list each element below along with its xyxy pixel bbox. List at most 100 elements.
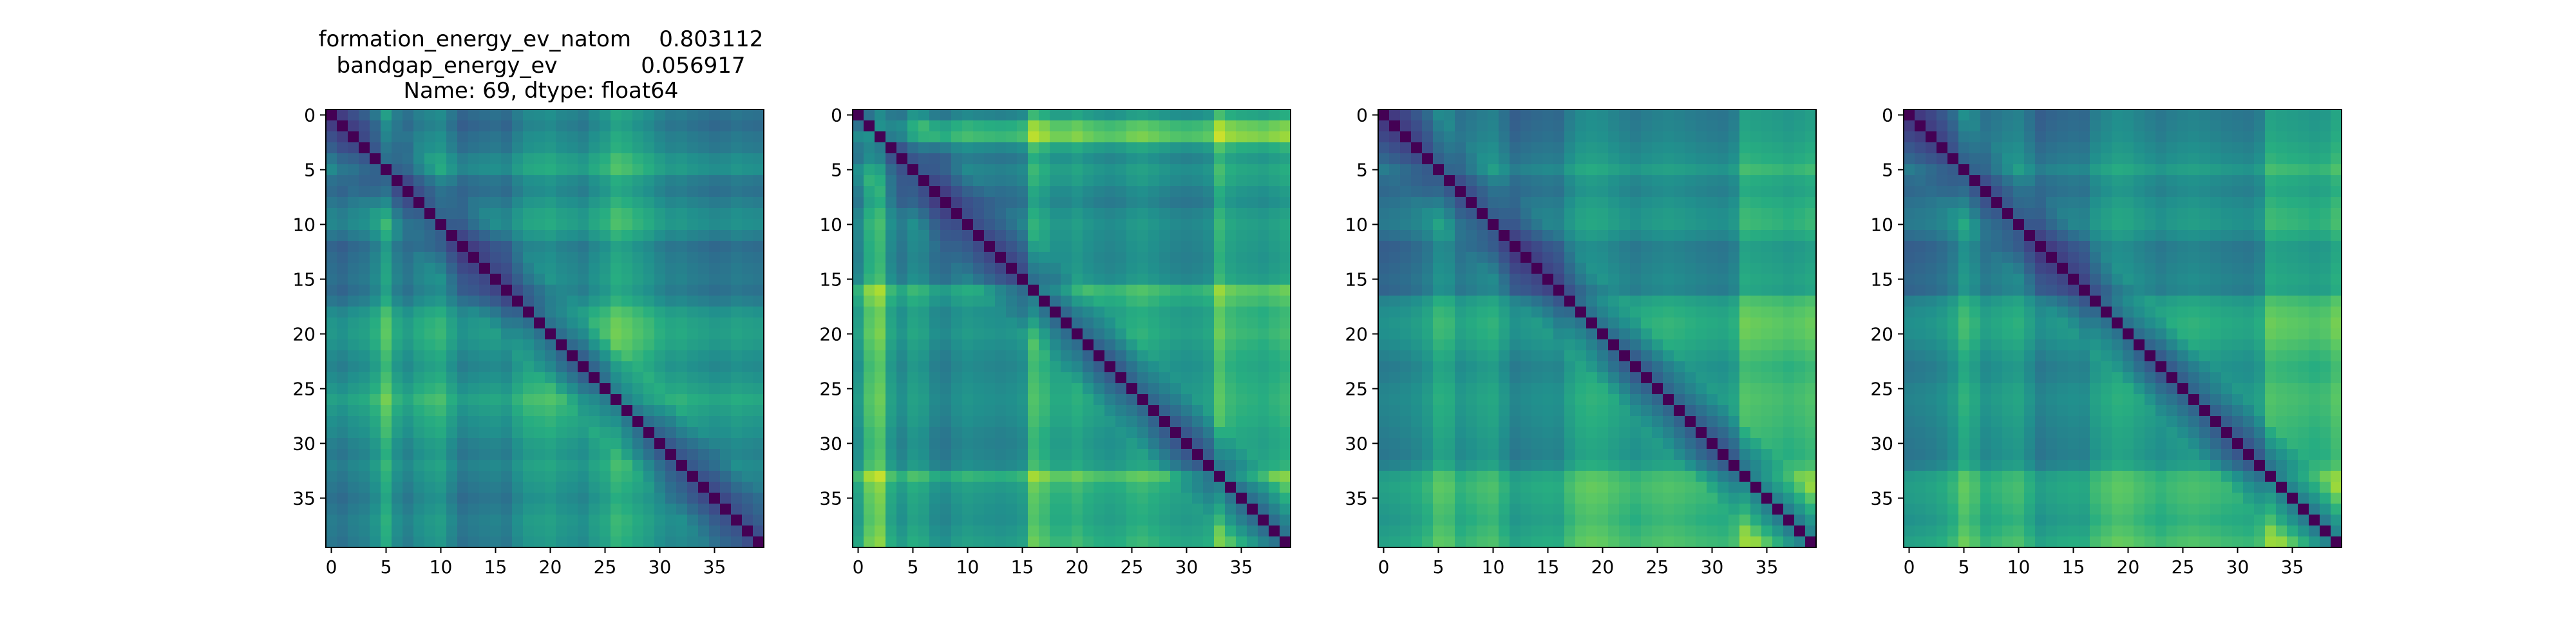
heatmap-cell (1477, 131, 1488, 143)
heatmap-cell (907, 504, 919, 515)
heatmap-cell (1258, 175, 1269, 187)
heatmap-cell (501, 175, 513, 187)
heatmap-cell (512, 175, 524, 187)
heatmap-cell (1586, 416, 1598, 428)
heatmap-cell (1389, 230, 1401, 242)
heatmap-cell (1586, 197, 1598, 209)
heatmap-cell (1805, 109, 1817, 121)
heatmap-cell (1728, 427, 1740, 439)
heatmap-cell (1674, 515, 1685, 526)
heatmap-cell (611, 142, 622, 154)
heatmap-cell (424, 164, 436, 176)
heatmap-cell (457, 449, 469, 460)
heatmap-cell (1433, 230, 1444, 242)
heatmap-cell (512, 131, 524, 143)
heatmap-cell (1400, 493, 1412, 504)
heatmap-cell (1225, 241, 1236, 252)
heatmap-cell (578, 285, 589, 296)
heatmap-cell (1269, 339, 1280, 351)
heatmap-cell (886, 142, 897, 154)
heatmap-cell (490, 482, 502, 493)
heatmap-cell (512, 197, 524, 209)
heatmap-cell (1411, 230, 1423, 242)
heatmap-cell (1094, 208, 1105, 220)
heatmap-cell (1225, 186, 1236, 198)
heatmap-cell (1663, 274, 1674, 285)
heatmap-cell (1718, 263, 1729, 274)
heatmap-cell (1017, 131, 1028, 143)
heatmap-cell (886, 504, 897, 515)
heatmap-cell (1455, 504, 1466, 515)
heatmap-cell (1159, 383, 1171, 395)
heatmap-cell (720, 526, 732, 537)
heatmap-cell (951, 131, 963, 143)
heatmap-cell (413, 427, 425, 439)
heatmap-cell (1630, 285, 1642, 296)
heatmap-cell (1247, 427, 1258, 439)
heatmap-cell (864, 230, 875, 242)
heatmap-cell (742, 536, 753, 548)
heatmap-cell (1685, 339, 1696, 351)
heatmap-cell (1707, 241, 1718, 252)
heatmap-cell (1575, 317, 1587, 329)
y-tick-label: 35 (819, 488, 842, 509)
heatmap-cell (995, 263, 1007, 274)
heatmap-cell (1510, 350, 1521, 362)
heatmap-cell (654, 416, 666, 428)
heatmap-cell (1477, 175, 1488, 187)
heatmap-cell (1597, 350, 1609, 362)
heatmap-cell (1663, 361, 1674, 373)
heatmap-cell (1006, 131, 1018, 143)
heatmap-cell (1094, 493, 1105, 504)
heatmap-cell (665, 372, 677, 384)
heatmap-cell (337, 296, 348, 307)
y-tick-label: 15 (292, 269, 316, 290)
heatmap-cell (1115, 383, 1127, 395)
heatmap-cell (875, 504, 886, 515)
heatmap-cell (1674, 263, 1685, 274)
heatmap-cell (490, 504, 502, 515)
heatmap-cell (742, 328, 753, 340)
heatmap-cell (698, 120, 710, 132)
heatmap-cell (1444, 493, 1455, 504)
heatmap-cell (1674, 350, 1685, 362)
heatmap-cell (468, 383, 480, 395)
heatmap-cell (567, 142, 578, 154)
heatmap-cell (446, 230, 458, 242)
heatmap-cell (567, 296, 578, 307)
heatmap-cell (918, 241, 930, 252)
heatmap-cell (731, 526, 743, 537)
heatmap-cell (1433, 186, 1444, 198)
heatmap-cell (907, 317, 919, 329)
heatmap-cell (1542, 482, 1554, 493)
heatmap-cell (1488, 350, 1499, 362)
heatmap-cell (1170, 405, 1182, 417)
heatmap-cell (742, 164, 753, 176)
heatmap-cell (951, 328, 963, 340)
heatmap-cell (1488, 536, 1499, 548)
heatmap-cell (1652, 263, 1663, 274)
heatmap-cell (1510, 230, 1521, 242)
heatmap-cell (1028, 285, 1039, 296)
heatmap-cell (742, 416, 753, 428)
heatmap-cell (457, 482, 469, 493)
heatmap-cell (1608, 394, 1620, 406)
heatmap-cell (1739, 241, 1751, 252)
heatmap-cell (600, 526, 611, 537)
heatmap-cell (611, 109, 622, 121)
heatmap-cell (621, 493, 633, 504)
heatmap-cell (1783, 471, 1795, 482)
heatmap-cell (1433, 328, 1444, 340)
heatmap-cell (1225, 131, 1236, 143)
heatmap-cell (1159, 449, 1171, 460)
heatmap-cell (1728, 230, 1740, 242)
heatmap-cell (1477, 372, 1488, 384)
heatmap-cell (984, 394, 996, 406)
heatmap-cell (1236, 164, 1247, 176)
heatmap-cell (907, 153, 919, 165)
heatmap-cell (886, 427, 897, 439)
heatmap-cell (654, 142, 666, 154)
heatmap-cell (1794, 493, 1806, 504)
heatmap-cell (1389, 438, 1401, 450)
heatmap-cell (435, 252, 447, 263)
